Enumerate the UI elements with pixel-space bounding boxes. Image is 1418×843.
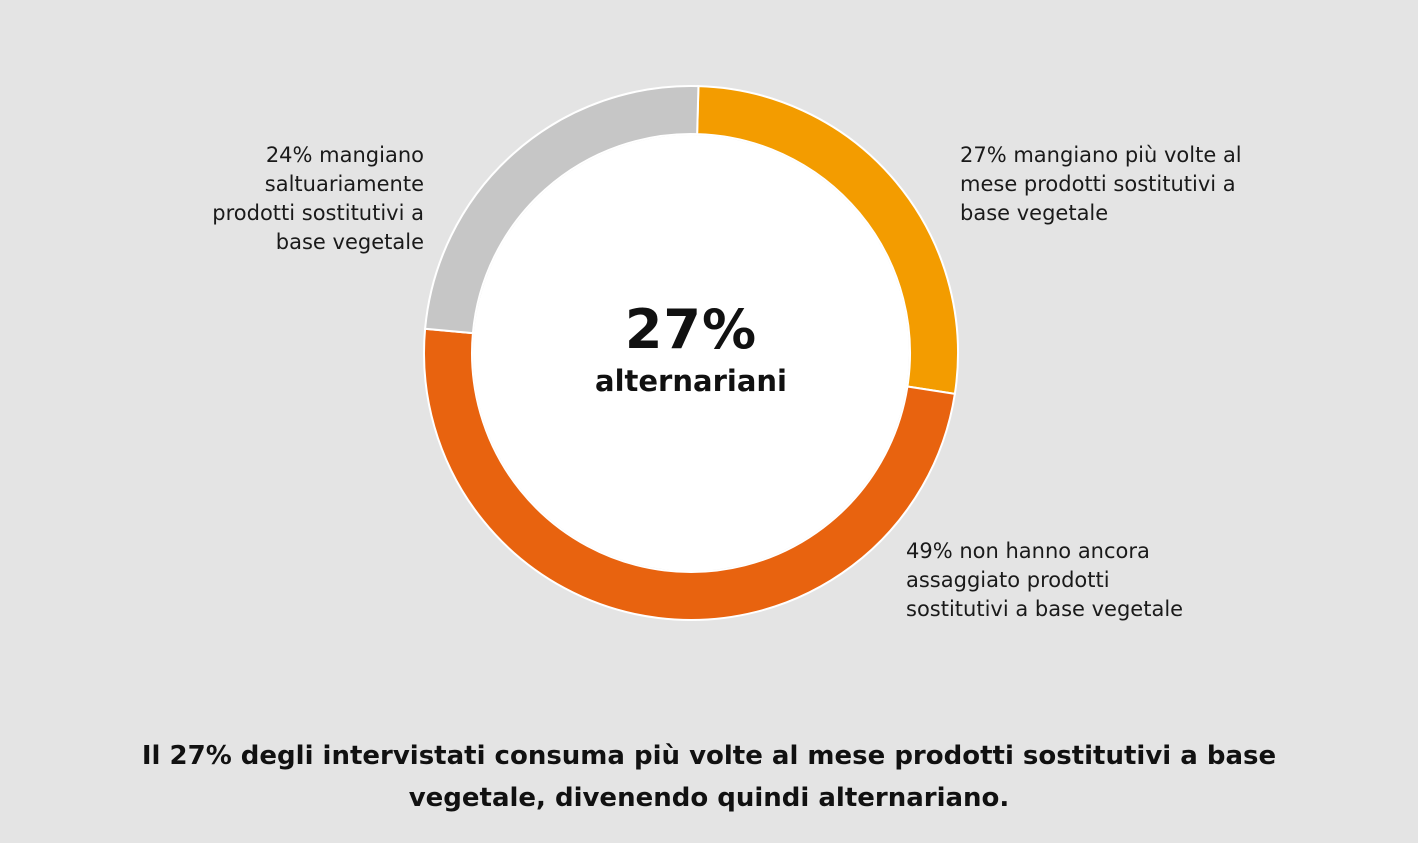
chart-caption: Il 27% degli intervistati consuma più vo… (141, 741, 1277, 813)
slice-label-frequent: 27% mangiano più volte al mese prodotti … (960, 143, 1242, 225)
center-value: 27% (624, 298, 758, 361)
donut-slice-never (423, 327, 956, 621)
donut-hole (473, 135, 909, 571)
donut-chart: 27% alternariani 27% mangiano più volte … (212, 85, 1242, 621)
donut-svg (423, 85, 959, 621)
slice-label-never: 49% non hanno ancora assaggiato prodotti… (906, 539, 1184, 621)
slice-label-occasional: 24% mangiano saltuariamente prodotti sos… (212, 143, 424, 254)
donut-slice-occasional (424, 85, 700, 335)
center-text: alternariani (595, 364, 787, 398)
